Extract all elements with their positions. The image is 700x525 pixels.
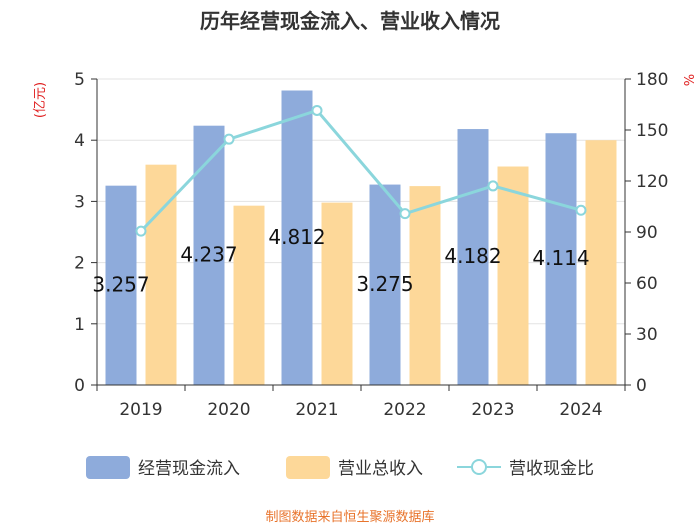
legend-label-cash-inflow: 经营现金流入 [138,459,240,479]
legend-swatch-ratio-marker [471,459,487,475]
data-label-cash-inflow: 3.257 [92,272,149,296]
data-label-cash-inflow: 4.237 [180,242,237,266]
bar-cash-inflow [281,90,313,385]
chart-title: 历年经营现金流入、营业收入情况 [200,9,500,33]
legend-swatch-cash-inflow [86,456,130,479]
left-axis-unit: (亿元) [33,82,48,118]
bar-revenue [409,186,441,385]
right-tick-label: 60 [636,274,658,294]
x-tick-label: 2019 [119,400,162,420]
left-tick-label: 5 [74,70,85,90]
ratio-point [575,204,587,216]
axes: 0 1 2 3 4 5 0 30 60 90 120 150 180 2019 2020 2021 2022 20… [74,70,668,420]
ratio-point [487,180,499,192]
x-tick-label: 2023 [471,400,514,420]
x-tick-label: 2021 [295,400,338,420]
right-tick-label: 120 [636,172,668,192]
bar-revenue [233,205,265,385]
legend-label-revenue: 营业总收入 [338,459,423,479]
source-note: 制图数据来自恒生聚源数据库 [265,509,434,525]
gridlines [97,78,625,325]
ratio-line-layer [135,104,587,237]
data-label-cash-inflow: 4.114 [532,246,589,270]
right-tick-label: 30 [636,325,658,345]
bar-revenue [321,202,353,385]
ratio-point [399,208,411,220]
left-tick-label: 4 [74,131,85,151]
bar-cash-inflow [457,129,489,385]
ratio-point [135,225,147,237]
ratio-point [311,104,323,116]
left-tick-label: 1 [74,315,85,335]
left-tick-label: 0 [74,376,85,396]
bar-cash-inflow [105,185,137,385]
ratio-point [223,133,235,145]
ratio-line [139,108,582,233]
right-tick-label: 90 [636,223,658,243]
bar-revenue [497,166,529,385]
data-label-cash-inflow: 4.812 [268,225,325,249]
data-label-cash-inflow: 4.182 [444,244,501,268]
data-label-cash-inflow: 3.275 [356,272,413,296]
legend-label-ratio: 营收现金比 [509,459,594,479]
x-tick-label: 2020 [207,400,250,420]
right-tick-label: 180 [636,70,668,90]
data-labels: 3.257 4.237 4.812 3.275 4.182 4.114 [92,225,589,297]
bar-revenue [585,140,617,385]
legend-swatch-revenue [286,456,330,479]
legend: 经营现金流入 营业总收入 营收现金比 [86,456,594,479]
right-axis-unit: % [680,74,695,86]
bars [105,90,617,385]
bar-cash-inflow [369,184,401,385]
right-tick-label: 0 [636,376,647,396]
left-tick-label: 2 [74,254,85,274]
x-tick-label: 2022 [383,400,426,420]
bar-cash-inflow [545,133,577,385]
x-tick-label: 2024 [559,400,602,420]
right-tick-label: 150 [636,121,668,141]
left-tick-label: 3 [74,192,85,212]
